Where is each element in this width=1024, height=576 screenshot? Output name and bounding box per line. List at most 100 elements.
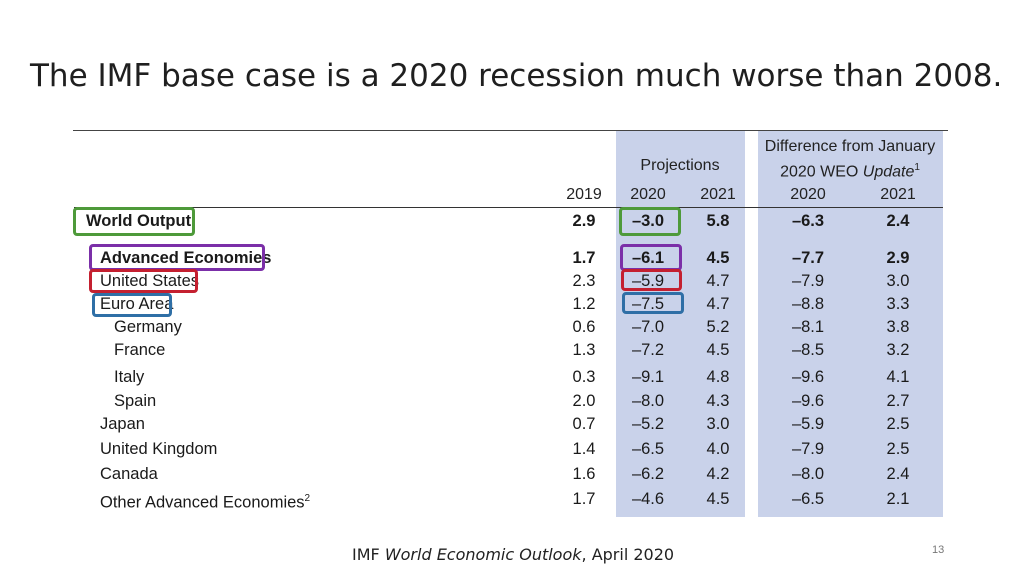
value-diff-2021: 2.5 xyxy=(886,440,910,458)
value-diff-2021: 2.1 xyxy=(886,490,910,508)
table-row: Other Advanced Economies2 1.7 –4.6 4.5 –… xyxy=(0,488,1024,512)
united-states-2020-highlight xyxy=(621,269,682,291)
difference-header-line2: 2020 WEO Update1 xyxy=(780,162,920,181)
col-proj-2021-header: 2021 xyxy=(700,186,736,203)
value-2019: 1.2 xyxy=(572,295,596,313)
col-proj-2020-header: 2020 xyxy=(630,186,666,203)
value-diff-2021: 2.7 xyxy=(886,392,910,410)
value-diff-2021: 2.4 xyxy=(886,465,910,483)
value-proj-2020: –6.5 xyxy=(631,440,665,458)
row-label: Other Advanced Economies2 xyxy=(100,493,311,512)
value-diff-2021: 3.3 xyxy=(886,295,910,313)
value-proj-2020: –3.0 xyxy=(631,212,665,230)
col-diff-2021-header: 2021 xyxy=(880,186,916,203)
value-proj-2021: 4.0 xyxy=(706,440,730,458)
value-proj-2021: 5.2 xyxy=(706,318,730,336)
value-proj-2020: –7.0 xyxy=(631,318,665,336)
value-diff-2021: 2.5 xyxy=(886,415,910,433)
table-row: Italy 0.3 –9.1 4.8 –9.6 4.1 xyxy=(0,366,1024,388)
value-diff-2020: –7.9 xyxy=(791,272,825,290)
table-row: France 1.3 –7.2 4.5 –8.5 3.2 xyxy=(0,339,1024,361)
value-diff-2021: 3.8 xyxy=(886,318,910,336)
value-2019: 0.6 xyxy=(572,318,596,336)
projections-header: Projections xyxy=(640,157,720,174)
value-proj-2021: 4.3 xyxy=(706,392,730,410)
value-proj-2021: 4.2 xyxy=(706,465,730,483)
value-proj-2021: 4.7 xyxy=(706,295,730,313)
slide-title: The IMF base case is a 2020 recession mu… xyxy=(30,58,1003,94)
table-row: Advanced Economies 1.7 –6.1 4.5 –7.7 2.9 xyxy=(0,247,1024,269)
table-row: Euro Area 1.2 –7.5 4.7 –8.8 3.3 xyxy=(0,293,1024,315)
table-row: United States 2.3 –5.9 4.7 –7.9 3.0 xyxy=(0,270,1024,292)
value-diff-2020: –7.9 xyxy=(791,440,825,458)
page-number: 13 xyxy=(932,544,945,556)
value-diff-2020: –9.6 xyxy=(791,392,825,410)
row-label: Spain xyxy=(114,392,157,410)
header-rule xyxy=(74,207,943,208)
source-citation: IMF World Economic Outlook, April 2020 xyxy=(352,545,675,564)
value-proj-2021: 4.8 xyxy=(706,368,730,386)
value-2019: 2.9 xyxy=(572,212,596,230)
euro-area-label-highlight xyxy=(92,293,172,317)
row-label: Advanced Economies xyxy=(100,249,272,267)
value-2019: 2.3 xyxy=(572,272,596,290)
value-2019: 1.7 xyxy=(572,490,596,508)
row-label: World Output xyxy=(86,212,192,230)
advanced-economies-label-highlight xyxy=(89,244,265,271)
value-diff-2020: –6.5 xyxy=(791,490,825,508)
row-label: United Kingdom xyxy=(100,440,218,458)
value-proj-2021: 4.7 xyxy=(706,272,730,290)
value-proj-2020: –6.1 xyxy=(631,249,665,267)
value-2019: 1.3 xyxy=(572,341,596,359)
value-diff-2020: –6.3 xyxy=(791,212,825,230)
value-2019: 2.0 xyxy=(572,392,596,410)
difference-header-line1: Difference from January xyxy=(764,138,936,155)
table-row: Spain 2.0 –8.0 4.3 –9.6 2.7 xyxy=(0,390,1024,412)
value-diff-2021: 2.4 xyxy=(886,212,910,230)
value-diff-2021: 2.9 xyxy=(886,249,910,267)
table-row: Germany 0.6 –7.0 5.2 –8.1 3.8 xyxy=(0,316,1024,338)
col-diff-2020-header: 2020 xyxy=(790,186,826,203)
value-2019: 1.4 xyxy=(572,440,596,458)
value-proj-2020: –8.0 xyxy=(631,392,665,410)
value-proj-2021: 4.5 xyxy=(706,341,730,359)
table-row: Canada 1.6 –6.2 4.2 –8.0 2.4 xyxy=(0,463,1024,485)
value-proj-2020: –5.9 xyxy=(631,272,665,290)
table-row: Japan 0.7 –5.2 3.0 –5.9 2.5 xyxy=(0,413,1024,435)
value-proj-2020: –7.5 xyxy=(631,295,665,313)
value-diff-2020: –9.6 xyxy=(791,368,825,386)
value-diff-2020: –8.8 xyxy=(791,295,825,313)
row-label: Euro Area xyxy=(100,295,174,313)
advanced-economies-2020-highlight xyxy=(620,244,682,271)
value-2019: 0.7 xyxy=(572,415,596,433)
value-diff-2020: –7.7 xyxy=(791,249,825,267)
row-label: Canada xyxy=(100,465,158,483)
value-diff-2020: –8.1 xyxy=(791,318,825,336)
value-diff-2020: –5.9 xyxy=(791,415,825,433)
value-proj-2020: –9.1 xyxy=(631,368,665,386)
row-label: France xyxy=(114,341,166,359)
col-2019-header: 2019 xyxy=(566,186,602,203)
row-label: United States xyxy=(100,272,200,290)
difference-header: Difference from January 2020 WEO Update1 xyxy=(765,136,935,182)
projections-shade xyxy=(616,131,745,517)
value-proj-2021: 5.8 xyxy=(706,212,730,230)
table-row: United Kingdom 1.4 –6.5 4.0 –7.9 2.5 xyxy=(0,438,1024,460)
value-proj-2020: –6.2 xyxy=(631,465,665,483)
value-diff-2020: –8.0 xyxy=(791,465,825,483)
value-proj-2021: 4.5 xyxy=(706,490,730,508)
row-label: Japan xyxy=(100,415,145,433)
value-proj-2020: –7.2 xyxy=(631,341,665,359)
value-proj-2021: 3.0 xyxy=(706,415,730,433)
value-2019: 0.3 xyxy=(572,368,596,386)
euro-area-2020-highlight xyxy=(622,292,684,314)
world-output-2020-highlight xyxy=(619,207,681,236)
value-diff-2021: 4.1 xyxy=(886,368,910,386)
value-2019: 1.7 xyxy=(572,249,596,267)
value-proj-2020: –4.6 xyxy=(631,490,665,508)
top-rule xyxy=(73,130,948,131)
row-label: Italy xyxy=(114,368,145,386)
world-output-label-highlight xyxy=(73,207,195,236)
value-proj-2021: 4.5 xyxy=(706,249,730,267)
value-diff-2020: –8.5 xyxy=(791,341,825,359)
